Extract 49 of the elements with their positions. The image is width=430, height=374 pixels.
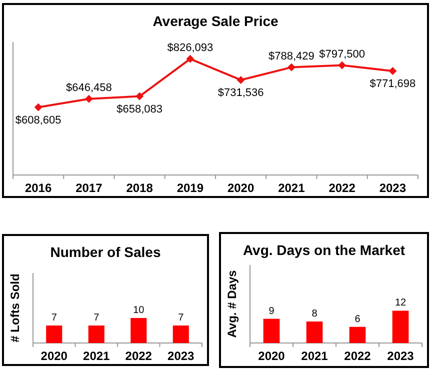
x-tick-label: 2020 [258, 349, 286, 363]
x-tick-label: 2020 [227, 181, 254, 195]
bar [349, 326, 366, 343]
x-tick-label: 2022 [125, 349, 152, 363]
chart-title: Number of Sales [50, 244, 161, 260]
x-tick-label: 2022 [328, 181, 356, 195]
data-label: 9 [268, 306, 275, 317]
x-tick-label: 2020 [40, 349, 68, 363]
data-label: $658,083 [116, 103, 163, 116]
x-tick-label: 2019 [176, 181, 204, 195]
x-tick-label: 2023 [379, 181, 406, 195]
x-tick-label: 2021 [83, 349, 110, 363]
data-label: $771,698 [370, 78, 416, 90]
point [388, 67, 397, 76]
data-label: 12 [394, 298, 406, 309]
data-label: 10 [133, 305, 145, 316]
point [186, 54, 194, 63]
y-axis-title: # Lofts Sold [8, 274, 22, 342]
data-label: $797,500 [319, 48, 366, 60]
chart-title: Avg. Days on the Market [242, 242, 406, 258]
point [287, 63, 296, 72]
point [84, 94, 93, 103]
point [236, 76, 245, 84]
data-label: $731,536 [218, 86, 264, 99]
point [338, 61, 346, 70]
data-label: $788,429 [268, 50, 314, 62]
x-tick-label: 2016 [24, 181, 52, 195]
point [34, 103, 42, 112]
data-label: 7 [178, 312, 184, 324]
y-axis-title: Avg. # Days [225, 270, 239, 338]
bar [263, 318, 280, 343]
data-label: $826,093 [167, 42, 214, 54]
x-tick-label: 2023 [387, 349, 414, 363]
x-tick-label: 2021 [301, 349, 328, 363]
x-tick-label: 2017 [76, 181, 103, 195]
x-tick-label: 2018 [126, 181, 154, 195]
data-label: 7 [94, 312, 100, 324]
data-label: 7 [51, 312, 58, 324]
data-label: 6 [354, 314, 361, 325]
data-label: $646,458 [66, 82, 112, 94]
data-label: $608,605 [15, 114, 62, 126]
x-tick-label: 2023 [168, 349, 195, 363]
x-tick-label: 2022 [344, 349, 372, 363]
bar [392, 310, 409, 343]
chart-title: Average Sale Price [152, 13, 278, 29]
bar [306, 321, 323, 343]
point [136, 92, 144, 100]
data-label: 8 [312, 308, 318, 320]
x-tick-label: 2021 [278, 181, 306, 195]
